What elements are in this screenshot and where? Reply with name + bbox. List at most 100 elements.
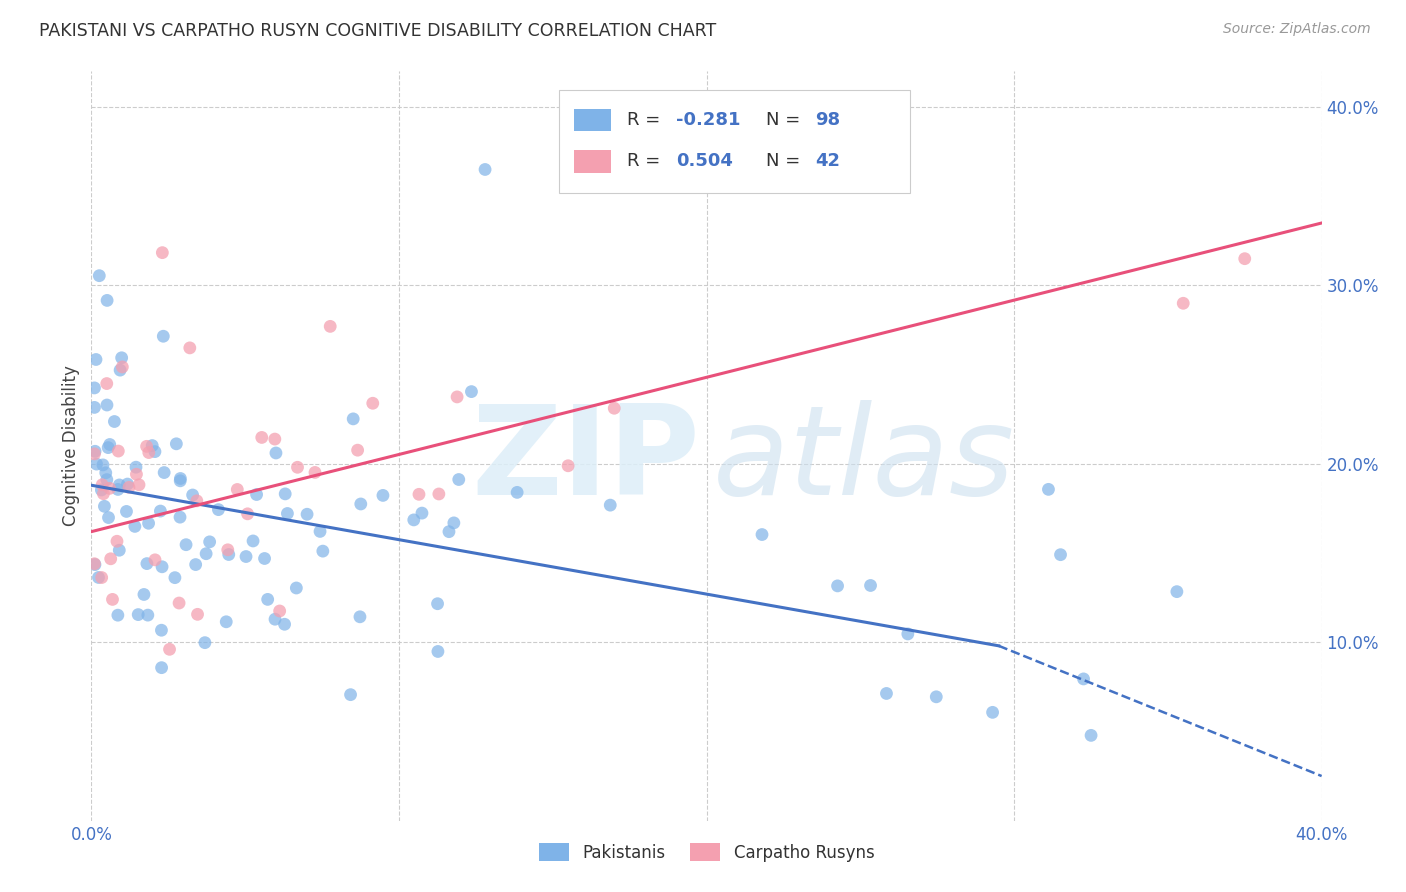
- Point: [97, 510, 120, 524]
- Point: [474, 162, 496, 177]
- Point: [186, 493, 208, 508]
- Point: [150, 245, 173, 260]
- Point: [159, 642, 181, 657]
- Point: [135, 439, 157, 453]
- Point: [186, 607, 208, 622]
- Point: [447, 473, 470, 487]
- Point: [256, 592, 278, 607]
- Point: [264, 446, 287, 460]
- Point: [107, 444, 129, 458]
- Point: [194, 635, 217, 649]
- Point: [599, 498, 621, 512]
- Legend: Pakistanis, Carpatho Rusyns: Pakistanis, Carpatho Rusyns: [531, 837, 882, 869]
- Point: [309, 524, 332, 539]
- Point: [103, 415, 125, 429]
- Point: [124, 519, 146, 533]
- Point: [153, 466, 176, 480]
- Point: [460, 384, 482, 399]
- Point: [897, 627, 920, 641]
- Point: [350, 497, 373, 511]
- Point: [94, 466, 117, 480]
- Point: [215, 615, 238, 629]
- Point: [603, 401, 626, 416]
- Point: [115, 504, 138, 518]
- Point: [150, 559, 173, 574]
- Point: [263, 432, 285, 446]
- Point: [285, 581, 308, 595]
- Point: [319, 319, 342, 334]
- Point: [827, 579, 849, 593]
- Bar: [574, 150, 610, 172]
- Point: [89, 268, 111, 283]
- Point: [138, 516, 160, 531]
- Point: [127, 607, 149, 622]
- FancyBboxPatch shape: [558, 90, 910, 194]
- Point: [150, 661, 173, 675]
- Text: 0.504: 0.504: [676, 153, 733, 170]
- Point: [96, 473, 118, 487]
- Point: [90, 483, 112, 497]
- Point: [402, 513, 425, 527]
- Point: [446, 390, 468, 404]
- Point: [163, 571, 186, 585]
- Point: [90, 570, 112, 584]
- Point: [125, 467, 148, 482]
- Point: [349, 609, 371, 624]
- Point: [1233, 252, 1256, 266]
- Point: [557, 458, 579, 473]
- Point: [264, 612, 287, 626]
- Point: [101, 592, 124, 607]
- Point: [135, 557, 157, 571]
- Point: [287, 460, 309, 475]
- Text: ZIP: ZIP: [471, 401, 700, 522]
- Point: [426, 597, 449, 611]
- Point: [1080, 728, 1102, 742]
- Point: [184, 558, 207, 572]
- Point: [117, 477, 139, 491]
- Point: [152, 329, 174, 343]
- Point: [226, 483, 249, 497]
- Point: [165, 437, 187, 451]
- Text: N =: N =: [765, 112, 806, 129]
- Point: [269, 604, 291, 618]
- Point: [274, 487, 297, 501]
- Point: [245, 487, 267, 501]
- Point: [169, 474, 191, 488]
- Text: atlas: atlas: [713, 401, 1015, 522]
- Point: [273, 617, 295, 632]
- Bar: [574, 109, 610, 131]
- Point: [97, 441, 120, 455]
- Point: [276, 507, 298, 521]
- Point: [875, 686, 897, 700]
- Point: [118, 480, 141, 494]
- Point: [981, 706, 1004, 720]
- Point: [925, 690, 948, 704]
- Point: [138, 445, 160, 459]
- Point: [128, 477, 150, 491]
- Point: [859, 578, 882, 592]
- Point: [361, 396, 384, 410]
- Point: [84, 558, 107, 572]
- Point: [93, 486, 115, 500]
- Text: -0.281: -0.281: [676, 112, 740, 129]
- Text: N =: N =: [765, 153, 806, 170]
- Point: [506, 485, 529, 500]
- Point: [181, 488, 204, 502]
- Point: [132, 587, 155, 601]
- Point: [83, 401, 105, 415]
- Point: [218, 548, 240, 562]
- Point: [304, 466, 326, 480]
- Point: [98, 481, 121, 495]
- Point: [1173, 296, 1195, 310]
- Point: [98, 437, 121, 451]
- Point: [143, 553, 166, 567]
- Point: [751, 527, 773, 541]
- Point: [217, 542, 239, 557]
- Point: [339, 688, 361, 702]
- Text: 42: 42: [814, 153, 839, 170]
- Point: [169, 510, 191, 524]
- Point: [111, 359, 134, 374]
- Point: [108, 543, 131, 558]
- Point: [427, 487, 450, 501]
- Point: [150, 624, 173, 638]
